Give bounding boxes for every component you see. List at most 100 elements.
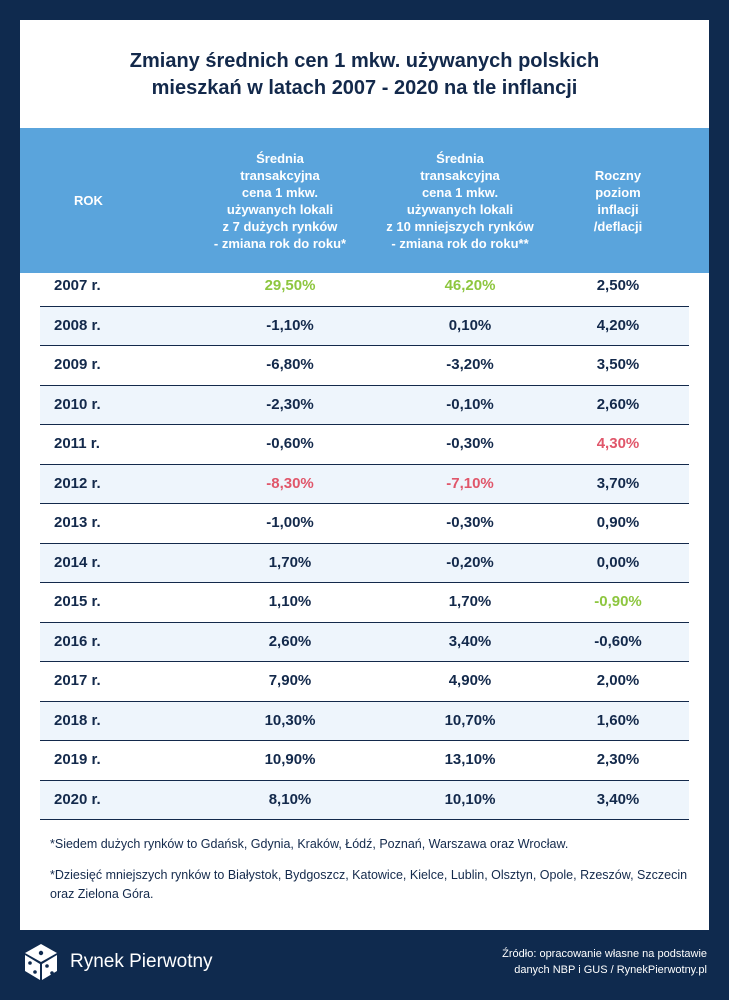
cell-year: 2008 r.: [54, 316, 101, 334]
cell-large-markets: 29,50%: [264, 277, 316, 294]
cell-year: 2016 r.: [54, 632, 101, 650]
cell-inflation: 2,00%: [596, 672, 640, 689]
header-col3-line: inflacji: [597, 201, 639, 217]
cell-year: 2007 r.: [54, 277, 101, 294]
cell-small-markets: -0,30%: [446, 514, 494, 531]
table-body: 2007 r. 29,50% 46,20% 2,50% 2008 r. -1,10% 0,1…: [20, 267, 709, 820]
header-col1-line: używanych lokali: [226, 201, 334, 217]
table-row: 2019 r. 10,90% 13,10% 2,30%: [40, 741, 689, 781]
cell-year: 2009 r.: [54, 356, 101, 373]
cell-large-markets: -1,10%: [266, 316, 314, 334]
cell-large-markets: 1,10%: [268, 593, 312, 610]
header-col1-line: - zmiana rok do roku*: [213, 235, 347, 251]
cell-inflation: 1,60%: [596, 711, 640, 729]
page-title: Zmiany średnich cen 1 mkw. używanych pol…: [20, 48, 709, 102]
cell-inflation: -0,90%: [594, 593, 642, 610]
cell-large-markets: -2,30%: [266, 395, 314, 413]
header-col2-line: Średnia: [436, 150, 484, 166]
header-rok: ROK: [74, 193, 103, 208]
table-row: 2015 r. 1,10% 1,70% -0,90%: [40, 583, 689, 623]
cell-inflation: 3,50%: [596, 356, 640, 373]
cell-small-markets: 1,70%: [448, 593, 492, 610]
header-col2-line: używanych lokali: [406, 201, 514, 217]
table-card: Zmiany średnich cen 1 mkw. używanych pol…: [20, 20, 709, 930]
cell-inflation: 4,30%: [596, 435, 640, 452]
source-note: Źródło: opracowanie własne na podstawie …: [427, 946, 707, 978]
cell-small-markets: 46,20%: [444, 277, 496, 294]
cell-inflation: 2,60%: [596, 395, 640, 413]
header-col1-line: Średnia: [256, 150, 304, 166]
cell-inflation: 2,50%: [596, 277, 640, 294]
cell-year: 2015 r.: [54, 593, 101, 610]
cell-year: 2017 r.: [54, 672, 101, 689]
table-row: 2013 r. -1,00% -0,30% 0,90%: [40, 504, 689, 544]
cell-large-markets: -1,00%: [266, 514, 314, 531]
header-col2-line: transakcyjna: [420, 167, 500, 183]
cell-large-markets: 1,70%: [268, 553, 312, 571]
header-col1-line: z 7 dużych rynków: [222, 218, 338, 234]
cell-year: 2019 r.: [54, 751, 101, 768]
table-row: 2018 r. 10,30% 10,70% 1,60%: [40, 701, 689, 741]
footnote-large-markets: *Siedem dużych rynków to Gdańsk, Gdynia,…: [50, 837, 569, 851]
cube-logo-icon: [25, 944, 57, 980]
footnote-small-markets: *Dziesięć mniejszych rynków to Białystok…: [50, 868, 688, 901]
table-row: 2012 r. -8,30% -7,10% 3,70%: [40, 464, 689, 504]
cell-small-markets: -7,10%: [446, 474, 494, 492]
cell-inflation: 0,90%: [596, 514, 640, 531]
source-line-1: Źródło: opracowanie własne na podstawie: [502, 948, 707, 960]
table-row: 2017 r. 7,90% 4,90% 2,00%: [40, 662, 689, 702]
cell-large-markets: 8,10%: [268, 790, 312, 808]
table-row: 2009 r. -6,80% -3,20% 3,50%: [40, 346, 689, 386]
cell-large-markets: 7,90%: [268, 672, 312, 689]
cell-year: 2011 r.: [54, 435, 100, 452]
cell-small-markets: -0,20%: [446, 553, 494, 571]
header-col-large-markets: Średnia transakcyjna cena 1 mkw. używanych …: [170, 128, 390, 273]
cell-small-markets: 0,10%: [448, 316, 492, 334]
cell-inflation: 2,30%: [596, 751, 640, 768]
table-row: 2020 r. 8,10% 10,10% 3,40%: [40, 780, 689, 820]
title-line-2: mieszkań w latach 2007 - 2020 na tle inf…: [151, 77, 578, 99]
header-col3-line: Roczny: [594, 167, 642, 183]
cell-large-markets: 10,90%: [264, 751, 316, 768]
cell-inflation: 3,40%: [596, 790, 640, 808]
header-col2-line: - zmiana rok do roku**: [391, 235, 529, 251]
source-line-2: danych NBP i GUS / RynekPierwotny.pl: [514, 964, 707, 976]
title-line-1: Zmiany średnich cen 1 mkw. używanych pol…: [129, 50, 600, 72]
header-col3-line: /deflacji: [593, 218, 643, 234]
cell-large-markets: 10,30%: [264, 711, 316, 729]
cell-large-markets: 2,60%: [268, 632, 312, 650]
table-header: ROK Średnia transakcyjna cena 1 mkw. używan…: [20, 128, 709, 273]
cell-small-markets: 13,10%: [444, 751, 496, 768]
brand-name: Rynek Pierwotny: [70, 951, 213, 972]
cell-large-markets: -0,60%: [266, 435, 314, 452]
cell-year: 2010 r.: [54, 395, 101, 413]
cell-inflation: 3,70%: [596, 474, 640, 492]
header-col2-line: cena 1 mkw.: [421, 184, 499, 200]
cell-small-markets: -0,30%: [446, 435, 494, 452]
table-row: 2016 r. 2,60% 3,40% -0,60%: [40, 622, 689, 662]
cell-year: 2012 r.: [54, 474, 101, 492]
header-col3-line: poziom: [595, 184, 641, 200]
cell-year: 2018 r.: [54, 711, 101, 729]
cell-large-markets: -8,30%: [266, 474, 314, 492]
header-col2-line: z 10 mniejszych rynków: [386, 218, 534, 234]
cell-small-markets: -0,10%: [446, 395, 494, 413]
cell-small-markets: 10,70%: [444, 711, 496, 729]
cell-small-markets: 4,90%: [448, 672, 492, 689]
cell-year: 2014 r.: [54, 553, 101, 571]
cell-year: 2013 r.: [54, 514, 101, 531]
cell-large-markets: -6,80%: [266, 356, 314, 373]
cell-small-markets: -3,20%: [446, 356, 494, 373]
table-row: 2008 r. -1,10% 0,10% 4,20%: [40, 306, 689, 346]
cell-small-markets: 3,40%: [448, 632, 492, 650]
table-row: 2007 r. 29,50% 46,20% 2,50%: [40, 267, 689, 307]
cell-small-markets: 10,10%: [444, 790, 496, 808]
cell-inflation: -0,60%: [594, 632, 642, 650]
table-row: 2010 r. -2,30% -0,10% 2,60%: [40, 385, 689, 425]
header-col1-line: transakcyjna: [240, 167, 320, 183]
header-col1-line: cena 1 mkw.: [241, 184, 319, 200]
cell-inflation: 0,00%: [596, 553, 640, 571]
table-row: 2014 r. 1,70% -0,20% 0,00%: [40, 543, 689, 583]
brand-logo: Rynek Pierwotny: [22, 942, 213, 982]
cell-inflation: 4,20%: [596, 316, 640, 334]
